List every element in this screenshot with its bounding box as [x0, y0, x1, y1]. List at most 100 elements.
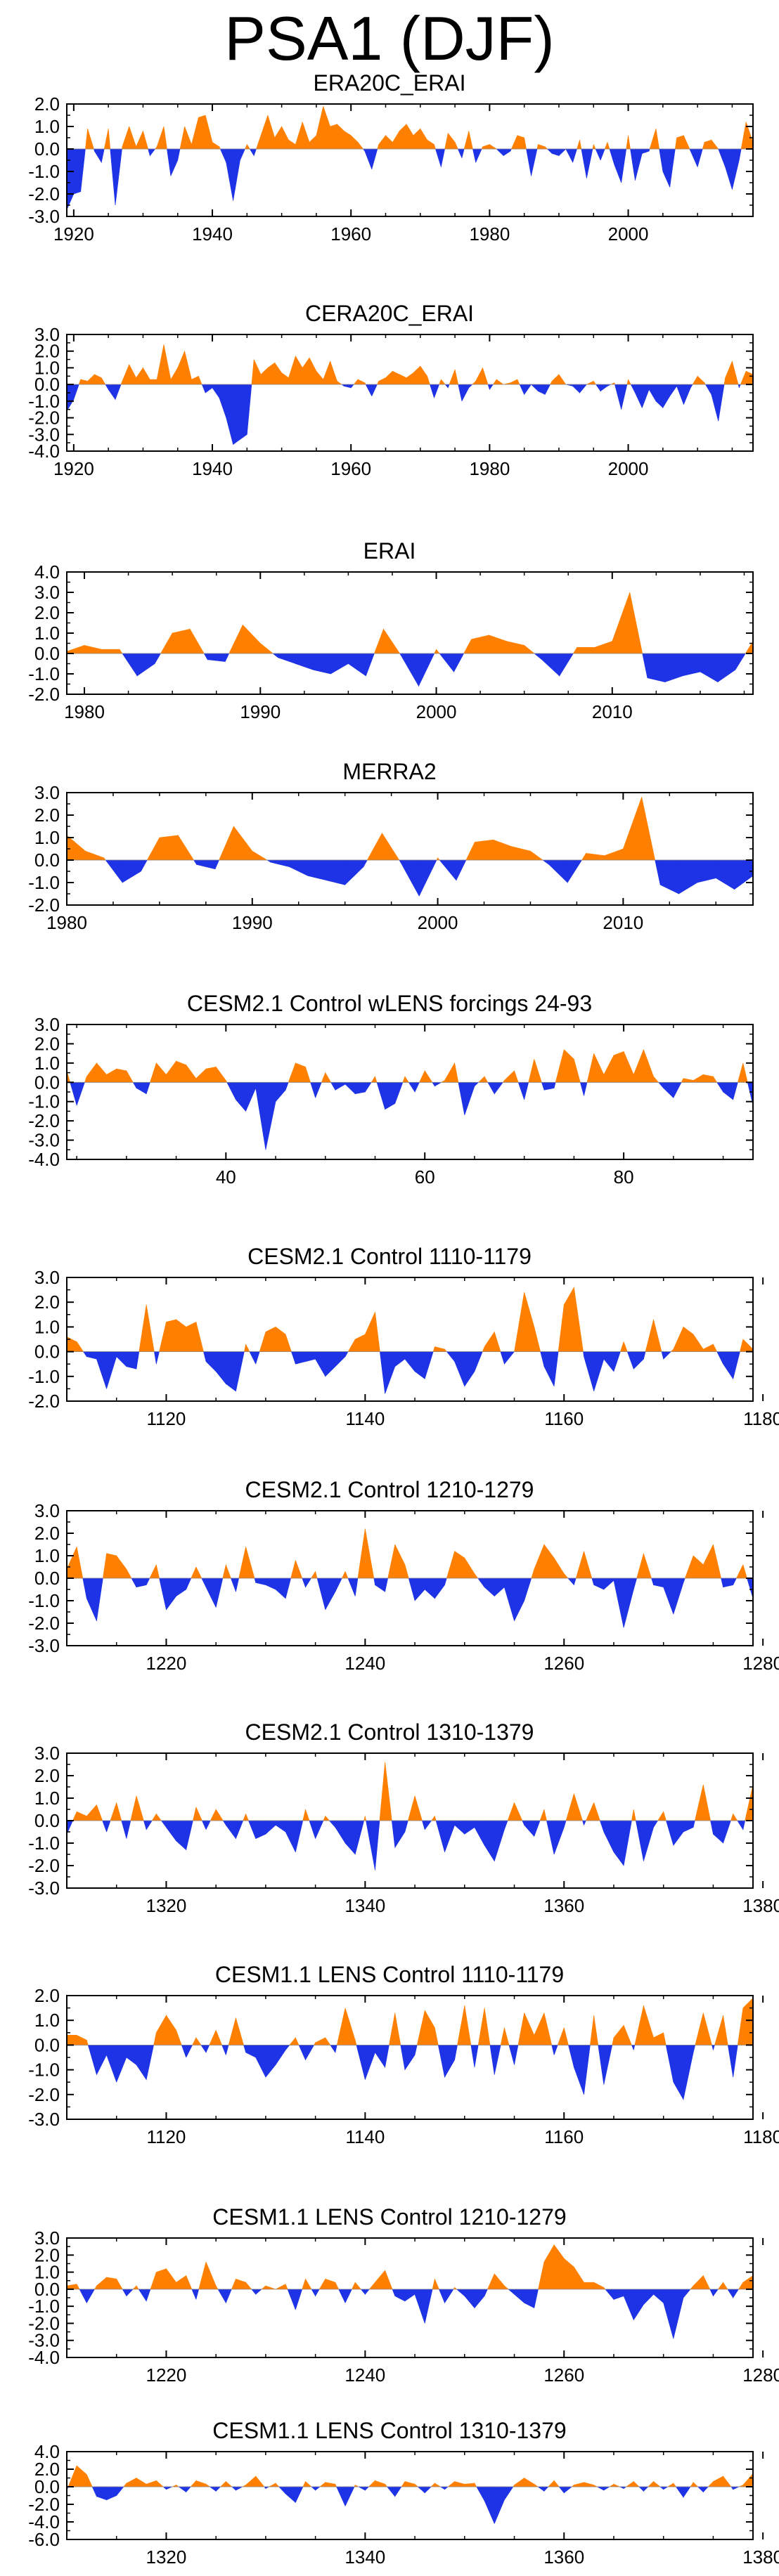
- page-title: PSA1 (DJF): [224, 4, 555, 73]
- negative-area: [648, 148, 650, 152]
- negative-area: [519, 384, 524, 395]
- negative-area: [205, 1351, 217, 1372]
- positive-area: [558, 373, 567, 385]
- positive-area: [66, 2284, 77, 2290]
- negative-area: [633, 2045, 636, 2050]
- positive-area: [683, 135, 690, 150]
- negative-area: [534, 2289, 539, 2308]
- negative-area: [600, 384, 608, 392]
- y-tick-label: 2.0: [34, 2244, 60, 2265]
- negative-area: [325, 1351, 336, 1377]
- positive-area: [702, 1074, 714, 1083]
- area-chart: -4.0-3.0-2.0-1.00.01.02.03.0 1920 1940 1960…: [28, 324, 754, 479]
- negative-area: [365, 2289, 371, 2295]
- negative-area: [568, 2045, 574, 2068]
- positive-area: [437, 857, 440, 861]
- y-tick-label: -3.0: [28, 206, 60, 227]
- negative-area: [447, 384, 450, 388]
- negative-area: [214, 859, 220, 869]
- negative-area: [102, 1820, 107, 1833]
- negative-area: [595, 148, 601, 161]
- positive-area: [163, 126, 167, 150]
- negative-area: [236, 1578, 240, 1592]
- positive-area: [563, 1048, 574, 1083]
- positive-area: [434, 1816, 437, 1821]
- negative-area: [659, 2486, 664, 2490]
- negative-area: [154, 1351, 157, 1365]
- positive-area: [205, 2261, 217, 2290]
- positive-area: [432, 1346, 435, 1352]
- negative-area: [715, 859, 735, 890]
- positive-area: [106, 2277, 117, 2290]
- positive-area: [464, 2005, 472, 2045]
- x-tick-label: 2000: [608, 223, 649, 245]
- positive-area: [608, 2483, 614, 2487]
- positive-area: [464, 1557, 475, 1579]
- positive-area: [76, 1547, 84, 1579]
- positive-area: [385, 2270, 393, 2290]
- positive-area: [215, 1808, 224, 1821]
- positive-area: [394, 1544, 406, 1579]
- negative-area: [298, 2045, 306, 2060]
- negative-area: [248, 1820, 257, 1839]
- positive-area: [704, 139, 712, 150]
- negative-area: [600, 148, 605, 161]
- positive-area: [375, 1076, 378, 1083]
- negative-area: [66, 148, 75, 210]
- positive-area: [557, 2027, 565, 2045]
- y-tick-label: 1.0: [34, 1053, 60, 1074]
- positive-area: [373, 629, 384, 654]
- positive-area: [742, 1339, 754, 1352]
- negative-area: [201, 1820, 207, 1830]
- positive-area: [551, 374, 560, 385]
- negative-area: [546, 148, 553, 155]
- negative-area: [500, 1351, 505, 1365]
- negative-area: [572, 384, 580, 393]
- chart-panel: CESM1.1 LENS Control 1310-1379 -6.0 -4.0 -2…: [0, 2416, 779, 2575]
- positive-area: [269, 2483, 276, 2487]
- negative-area: [414, 2045, 418, 2055]
- negative-area: [489, 2045, 495, 2075]
- positive-area: [288, 356, 296, 385]
- negative-area: [727, 2289, 734, 2299]
- area-chart: -2.0-1.00.01.02.03.04.0 1980 1990 2000 2010: [28, 561, 754, 722]
- positive-area: [514, 2477, 524, 2487]
- y-tick-label: -2.0: [28, 2494, 60, 2515]
- negative-area: [330, 2045, 336, 2053]
- x-tick-label: 1180: [743, 2126, 779, 2147]
- negative-area: [494, 2486, 505, 2524]
- positive-area: [371, 1076, 375, 1083]
- negative-area: [126, 2045, 137, 2066]
- negative-area: [494, 1081, 503, 1095]
- negative-area: [186, 2045, 193, 2058]
- negative-area: [582, 1820, 584, 1826]
- negative-area: [414, 1578, 425, 1601]
- negative-area: [166, 2486, 173, 2490]
- y-tick-label: 0.0: [34, 374, 60, 395]
- negative-area: [219, 148, 227, 163]
- negative-area: [86, 1351, 97, 1360]
- negative-area: [400, 2045, 406, 2070]
- positive-area: [274, 362, 282, 385]
- positive-area: [129, 126, 136, 150]
- positive-area: [628, 135, 631, 150]
- positive-area: [742, 1997, 754, 2045]
- positive-area: [524, 644, 535, 654]
- positive-area: [311, 1570, 316, 1579]
- positive-area: [353, 379, 359, 385]
- negative-area: [475, 148, 482, 163]
- negative-area: [159, 1578, 167, 1610]
- positive-area: [626, 135, 629, 150]
- negative-area: [236, 1081, 246, 1112]
- positive-area: [354, 1334, 366, 1352]
- negative-area: [106, 2045, 117, 2083]
- negative-area: [255, 1820, 266, 1840]
- positive-area: [156, 2268, 167, 2290]
- negative-area: [543, 2486, 549, 2492]
- positive-area: [434, 144, 436, 150]
- negative-area: [444, 1578, 447, 1585]
- negative-area: [222, 1820, 226, 1826]
- positive-area: [693, 2275, 704, 2290]
- negative-area: [648, 384, 657, 402]
- positive-area: [305, 2278, 312, 2290]
